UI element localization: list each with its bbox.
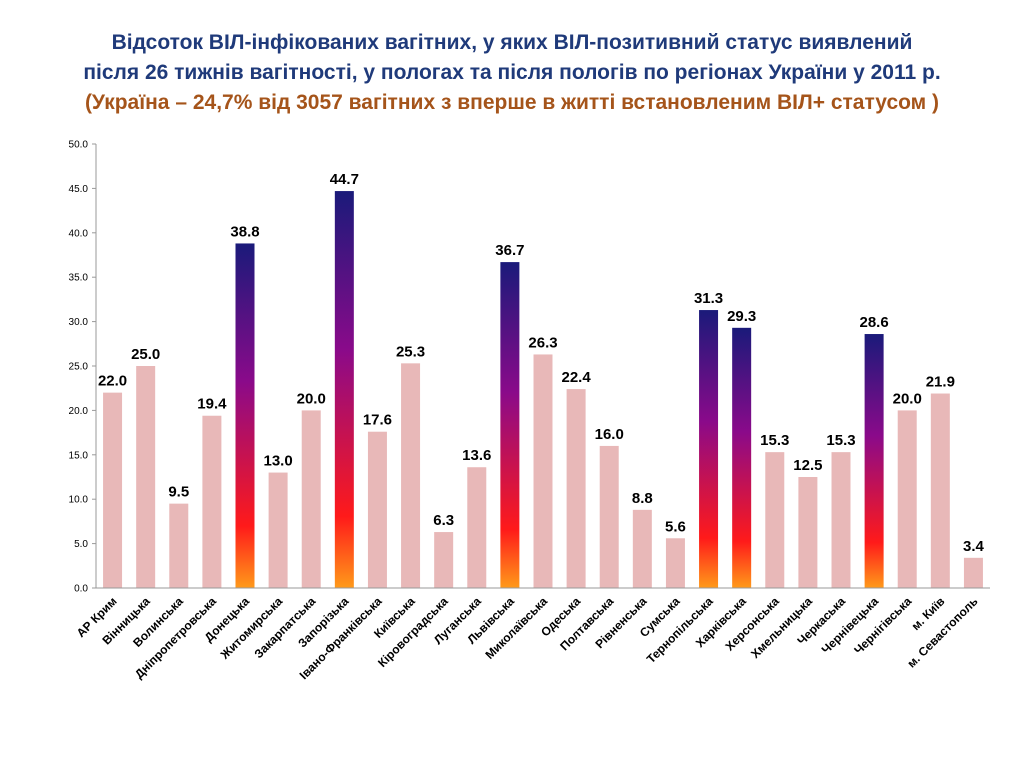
- value-label-19: 29.3: [727, 308, 756, 325]
- y-tick-label: 5.0: [74, 539, 88, 550]
- value-label-15: 16.0: [595, 426, 624, 443]
- y-tick-label: 25.0: [69, 362, 89, 373]
- value-label-14: 22.4: [562, 369, 592, 386]
- value-label-21: 12.5: [793, 457, 822, 474]
- value-label-4: 38.8: [230, 223, 259, 240]
- y-axis: 0.0 5.0 10.0 15.0 20.0 25.0 30.0 35.0 40.0 45.0 50…: [69, 140, 97, 595]
- y-tick-label: 10.0: [69, 495, 89, 506]
- value-label-17: 5.6: [665, 518, 686, 535]
- bar-26: [963, 557, 983, 588]
- bar-6: [301, 410, 321, 588]
- bar-3: [202, 415, 222, 588]
- value-label-8: 17.6: [363, 412, 392, 429]
- bar-24: [897, 410, 917, 588]
- value-labels: 22.025.0 9.5 19.4 38.8 13.0 20.0 44.7 17.6 25.3 6…: [98, 171, 985, 555]
- y-tick-label: 20.0: [69, 406, 89, 417]
- bar-2: [169, 503, 189, 588]
- bar-25: [930, 393, 950, 588]
- bar-16: [632, 509, 652, 588]
- title-subtitle: (Україна – 24,7% від 3057 вагітних з впе…: [84, 91, 940, 114]
- y-tick-label: 30.0: [69, 317, 89, 328]
- y-tick-label: 50.0: [69, 140, 89, 151]
- y-tick-label: 0.0: [74, 584, 88, 595]
- value-label-0: 22.0: [98, 373, 127, 390]
- value-label-11: 13.6: [462, 447, 491, 464]
- title-line-2: після 26 тижнів вагітності, у пологах та…: [83, 61, 941, 84]
- title-line-1: Відсоток ВІЛ-інфікованих вагітних, у яки…: [111, 31, 913, 54]
- value-label-24: 20.0: [893, 390, 922, 407]
- y-tick-label: 45.0: [69, 184, 89, 195]
- bar-4: [235, 243, 255, 588]
- bar-20: [765, 452, 785, 588]
- value-label-2: 9.5: [168, 484, 189, 501]
- bar-22: [831, 452, 851, 588]
- value-label-9: 25.3: [396, 343, 425, 360]
- value-label-5: 13.0: [264, 453, 293, 470]
- bar-18: [699, 310, 719, 588]
- y-tick-label: 40.0: [69, 228, 89, 239]
- bar-21: [798, 477, 818, 588]
- bars: [103, 191, 983, 588]
- bar-9: [401, 363, 421, 588]
- value-label-26: 3.4: [963, 538, 985, 555]
- value-label-20: 15.3: [760, 432, 789, 449]
- bar-13: [533, 354, 553, 588]
- bar-7: [334, 191, 354, 588]
- value-label-16: 8.8: [632, 490, 653, 507]
- bar-15: [599, 445, 619, 588]
- value-label-3: 19.4: [197, 396, 227, 413]
- bar-12: [500, 262, 520, 588]
- y-tick-label: 15.0: [69, 450, 89, 461]
- bar-0: [103, 392, 123, 588]
- value-label-12: 36.7: [495, 242, 524, 259]
- value-label-23: 28.6: [860, 314, 889, 331]
- bar-5: [268, 472, 288, 588]
- value-label-18: 31.3: [694, 290, 723, 307]
- bar-8: [367, 431, 387, 588]
- bar-17: [665, 538, 685, 588]
- bar-23: [864, 334, 884, 588]
- x-axis: АР КримВінницькаВолинськаДніпропетровськ…: [74, 587, 990, 682]
- bar-14: [566, 389, 586, 588]
- value-label-6: 20.0: [297, 390, 326, 407]
- value-label-1: 25.0: [131, 346, 160, 363]
- chart-title: Відсоток ВІЛ-інфікованих вагітних, у яки…: [20, 28, 1004, 118]
- value-label-13: 26.3: [528, 334, 557, 351]
- value-label-10: 6.3: [433, 512, 454, 529]
- bar-19: [732, 327, 752, 588]
- value-label-7: 44.7: [330, 171, 359, 188]
- bar-1: [136, 366, 156, 588]
- y-tick-label: 35.0: [69, 273, 89, 284]
- bar-11: [467, 467, 487, 588]
- value-label-22: 15.3: [826, 432, 855, 449]
- bar-10: [434, 532, 454, 588]
- value-label-25: 21.9: [926, 374, 955, 391]
